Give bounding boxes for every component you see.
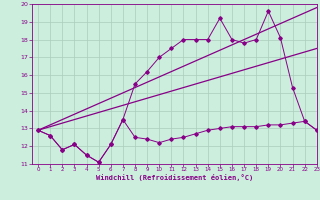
X-axis label: Windchill (Refroidissement éolien,°C): Windchill (Refroidissement éolien,°C)	[96, 174, 253, 181]
